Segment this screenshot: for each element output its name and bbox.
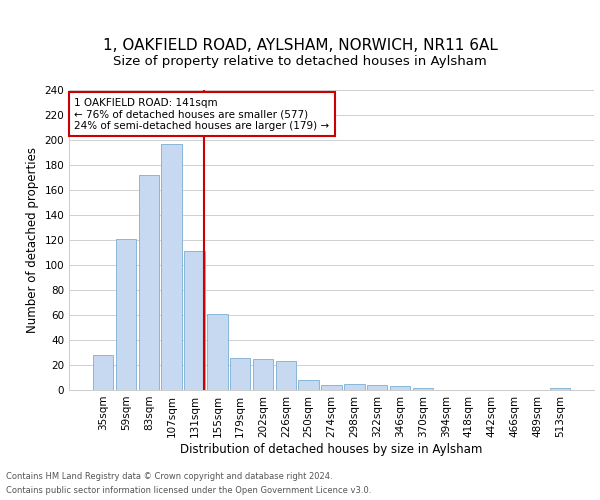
Bar — [93, 355, 113, 390]
Bar — [344, 384, 365, 390]
Bar — [321, 385, 342, 390]
Bar — [184, 251, 205, 390]
Bar — [298, 380, 319, 390]
Y-axis label: Number of detached properties: Number of detached properties — [26, 147, 39, 333]
Bar — [390, 386, 410, 390]
X-axis label: Distribution of detached houses by size in Aylsham: Distribution of detached houses by size … — [181, 442, 482, 456]
Bar — [253, 359, 273, 390]
Bar — [230, 358, 250, 390]
Bar — [139, 175, 159, 390]
Bar — [413, 388, 433, 390]
Text: Size of property relative to detached houses in Aylsham: Size of property relative to detached ho… — [113, 54, 487, 68]
Text: 1, OAKFIELD ROAD, AYLSHAM, NORWICH, NR11 6AL: 1, OAKFIELD ROAD, AYLSHAM, NORWICH, NR11… — [103, 38, 497, 52]
Text: Contains public sector information licensed under the Open Government Licence v3: Contains public sector information licen… — [6, 486, 371, 495]
Bar — [367, 385, 388, 390]
Bar — [116, 239, 136, 390]
Bar — [207, 314, 227, 390]
Bar — [550, 388, 570, 390]
Text: Contains HM Land Registry data © Crown copyright and database right 2024.: Contains HM Land Registry data © Crown c… — [6, 472, 332, 481]
Bar — [275, 361, 296, 390]
Bar — [161, 144, 182, 390]
Text: 1 OAKFIELD ROAD: 141sqm
← 76% of detached houses are smaller (577)
24% of semi-d: 1 OAKFIELD ROAD: 141sqm ← 76% of detache… — [74, 98, 329, 130]
